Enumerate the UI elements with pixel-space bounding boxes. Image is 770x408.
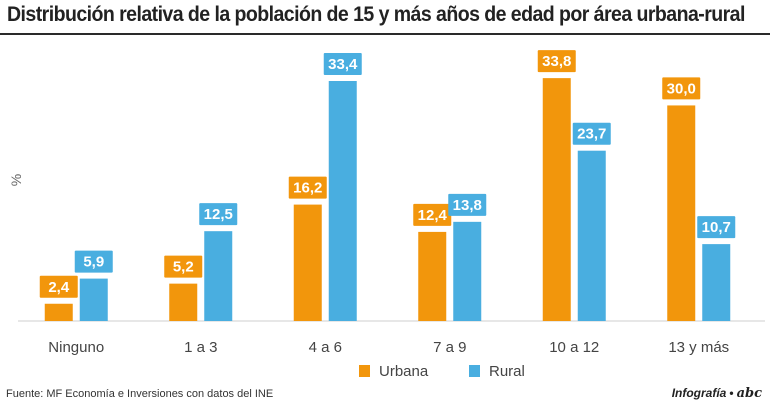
credit-label: Infografía [671, 386, 727, 400]
bar-urbana-0 [44, 303, 73, 321]
data-label-urbana-1: 5,2 [173, 259, 194, 276]
x-tick-label-4: 10 a 12 [549, 339, 599, 356]
data-label-box-rural-5 [697, 216, 736, 239]
bar-urbana-5 [667, 105, 696, 321]
data-label-rural-5: 10,7 [702, 219, 731, 236]
legend-label-urbana: Urbana [379, 363, 429, 380]
data-label-urbana-2: 16,2 [293, 180, 322, 197]
data-label-box-urbana-0 [39, 275, 78, 298]
legend-label-rural: Rural [489, 363, 525, 380]
data-label-box-urbana-2 [288, 176, 327, 199]
credit-separator: • [729, 386, 734, 400]
x-tick-label-0: Ninguno [48, 339, 104, 356]
legend-swatch-urbana [359, 365, 370, 377]
data-label-urbana-4: 33,8 [542, 53, 571, 70]
data-label-rural-2: 33,4 [328, 56, 358, 73]
bar-rural-2 [328, 81, 357, 321]
x-tick-label-5: 13 y más [668, 339, 729, 356]
x-tick-label-2: 4 a 6 [309, 339, 342, 356]
bar-rural-0 [79, 278, 108, 321]
data-label-urbana-0: 2,4 [48, 279, 70, 296]
bar-rural-4 [577, 150, 606, 321]
data-label-box-rural-0 [74, 250, 113, 273]
title-divider [0, 33, 770, 35]
brand-logo: abc [736, 386, 762, 401]
data-label-rural-0: 5,9 [83, 254, 104, 271]
bar-urbana-2 [293, 204, 322, 321]
data-label-box-rural-4 [572, 122, 611, 145]
bar-rural-3 [453, 221, 482, 321]
data-label-box-urbana-5 [662, 77, 701, 100]
bar-rural-5 [702, 244, 731, 321]
data-label-box-urbana-3 [413, 203, 452, 226]
data-label-rural-1: 12,5 [204, 206, 233, 223]
data-label-box-rural-1 [199, 203, 238, 226]
x-tick-label-3: 7 a 9 [433, 339, 466, 356]
data-label-box-rural-2 [323, 53, 362, 75]
bar-urbana-4 [542, 78, 571, 321]
data-label-box-rural-3 [448, 193, 487, 216]
data-label-urbana-3: 12,4 [418, 207, 448, 224]
data-label-rural-3: 13,8 [453, 197, 482, 214]
data-label-rural-4: 23,7 [577, 126, 606, 143]
data-label-urbana-5: 30,0 [667, 80, 696, 97]
chart-title: Distribución relativa de la población de… [7, 3, 745, 26]
bar-rural-1 [204, 231, 233, 321]
legend-swatch-rural [469, 365, 480, 377]
x-tick-label-1: 1 a 3 [184, 339, 217, 356]
data-label-box-urbana-4 [537, 50, 576, 73]
y-axis-label: % [8, 174, 24, 186]
bar-urbana-3 [418, 231, 447, 321]
data-label-box-urbana-1 [164, 255, 203, 278]
bar-urbana-1 [169, 283, 198, 321]
source-note: Fuente: MF Economía e Inversiones con da… [6, 388, 274, 400]
credit: Infografía • abc [672, 386, 762, 401]
